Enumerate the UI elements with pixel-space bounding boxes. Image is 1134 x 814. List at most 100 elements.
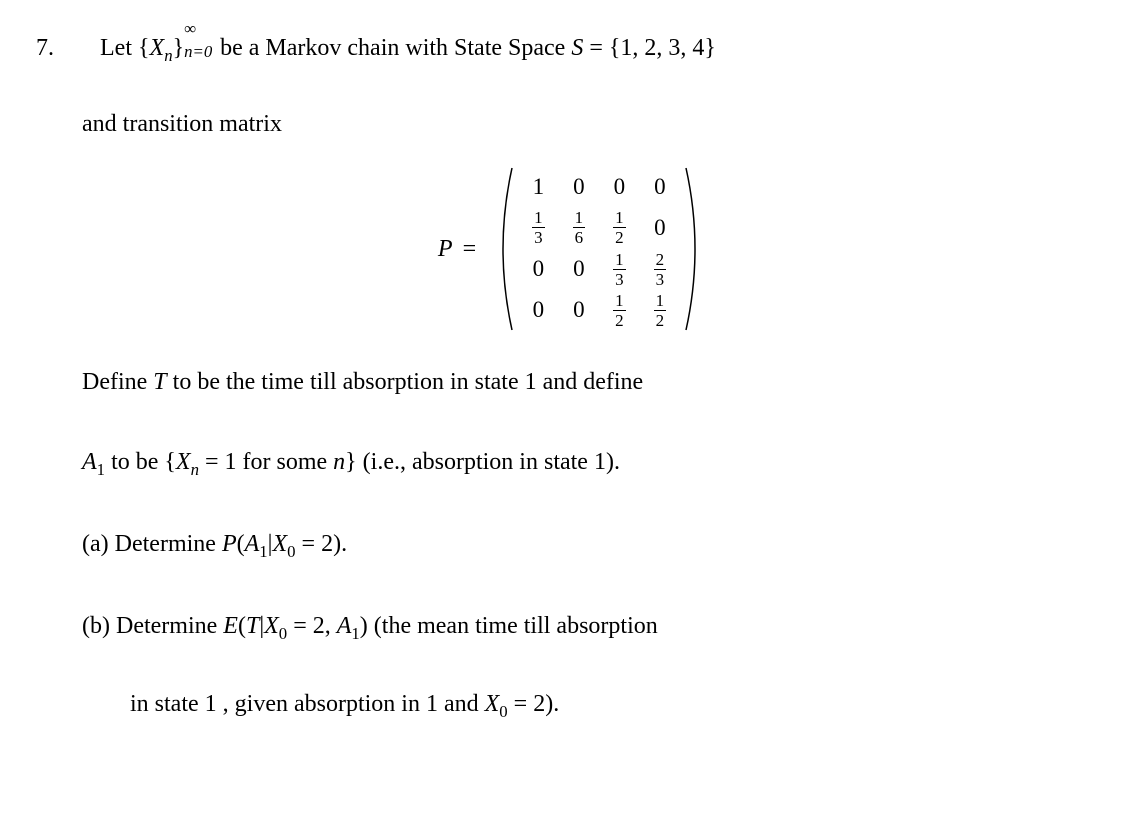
define-t-line: Define T to be the time till absorption … — [82, 364, 1098, 400]
fraction-denominator: 2 — [613, 310, 626, 329]
fraction-denominator: 6 — [573, 227, 586, 246]
pb-tail: (the mean time till absorption — [368, 613, 658, 639]
part-b-line2: in state 1 , given absorption in 1 and X… — [130, 686, 1098, 724]
matrix-cell: 0 — [640, 207, 681, 248]
fraction-denominator: 2 — [613, 227, 626, 246]
pb-l2a: in state 1 , given absorption in 1 and — [130, 691, 485, 717]
matrix-block: P = 10001316120001323001212 — [48, 164, 1098, 334]
pa-sub1: 1 — [259, 542, 267, 561]
fraction: 23 — [654, 251, 667, 288]
fraction-denominator: 3 — [613, 269, 626, 288]
a1-rest1: = 1 for some — [199, 449, 333, 475]
fraction-numerator: 1 — [532, 209, 545, 227]
matrix-cell: 0 — [559, 167, 600, 207]
pb-close: ) — [360, 613, 368, 639]
matrix-cell: 12 — [599, 207, 640, 248]
rbrace: } — [173, 35, 185, 61]
intro-line-1: Let {Xn}∞n=0 be a Markov chain with Stat… — [100, 30, 1098, 68]
intro-prefix: Let — [100, 35, 138, 61]
intro-mid1: be a Markov chain with State Space — [214, 35, 571, 61]
matrix-cell: 16 — [559, 207, 600, 248]
fraction-denominator: 3 — [654, 269, 667, 288]
part-a-label: (a) — [82, 531, 115, 557]
fraction-denominator: 3 — [532, 227, 545, 246]
matrix-cell: 1 — [518, 167, 559, 207]
a1-a: A — [82, 449, 97, 475]
def-t-rest: to be the time till absorption in state … — [167, 369, 644, 395]
a1-mid: to be { — [105, 449, 176, 475]
matrix-label: P — [438, 231, 453, 267]
part-a: (a) Determine P(A1|X0 = 2). — [82, 526, 1098, 564]
matrix-row: 001323 — [518, 248, 680, 289]
a1-subn: n — [191, 460, 199, 479]
chain-sub: n — [164, 46, 172, 65]
seq-limits: ∞n=0 — [184, 31, 214, 55]
matrix-cell: 23 — [640, 248, 681, 289]
part-b-text1: Determine — [116, 613, 223, 639]
matrix-cell: 0 — [640, 167, 681, 207]
matrix-row: 1316120 — [518, 207, 680, 248]
def-t-var: T — [153, 369, 166, 395]
fraction-numerator: 2 — [654, 251, 667, 269]
part-b-label: (b) — [82, 613, 116, 639]
pb-sub1: 1 — [351, 624, 359, 643]
left-paren-icon — [490, 164, 518, 334]
seq-sup: ∞ — [184, 16, 196, 41]
part-a-text1: Determine — [115, 531, 222, 557]
fraction-denominator: 2 — [654, 310, 667, 329]
matrix-cell: 0 — [518, 248, 559, 289]
fraction-numerator: 1 — [613, 209, 626, 227]
matrix-cell: 0 — [518, 290, 559, 331]
pb-sub0: 0 — [279, 624, 287, 643]
pa-p: P — [222, 531, 237, 557]
pa-x: X — [272, 531, 287, 557]
pa-open: ( — [237, 531, 245, 557]
a1-sub: 1 — [97, 460, 105, 479]
fraction: 12 — [654, 292, 667, 329]
pa-eq2: = 2). — [296, 531, 348, 557]
pb-t: T — [246, 613, 259, 639]
intro-set: {1, 2, 3, 4} — [609, 35, 716, 61]
matrix-cell: 12 — [640, 290, 681, 331]
fraction: 13 — [613, 251, 626, 288]
matrix-cell: 12 — [599, 290, 640, 331]
seq-sub: n=0 — [184, 39, 212, 64]
fraction-numerator: 1 — [613, 292, 626, 310]
problem-container: 7. Let {Xn}∞n=0 be a Markov chain with S… — [36, 30, 1098, 724]
chain-var: X — [150, 35, 165, 61]
pb-a: A — [337, 613, 352, 639]
matrix-eq: = — [463, 231, 477, 267]
pb-sub02: 0 — [499, 702, 507, 721]
matrix-cell: 0 — [559, 248, 600, 289]
fraction: 16 — [573, 209, 586, 246]
a1-x: X — [176, 449, 191, 475]
pa-a: A — [245, 531, 260, 557]
lbrace: { — [138, 35, 150, 61]
define-a1-line: A1 to be {Xn = 1 for some n} (i.e., abso… — [82, 444, 1098, 482]
def-t-prefix: Define — [82, 369, 153, 395]
right-paren-icon — [680, 164, 708, 334]
fraction: 12 — [613, 209, 626, 246]
pb-x2: X — [485, 691, 500, 717]
pb-end: = 2). — [508, 691, 560, 717]
problem-body: Let {Xn}∞n=0 be a Markov chain with Stat… — [100, 30, 1098, 724]
pb-x: X — [264, 613, 279, 639]
fraction-numerator: 1 — [613, 251, 626, 269]
fraction: 12 — [613, 292, 626, 329]
space-var: S — [571, 35, 583, 61]
matrix-cell: 0 — [599, 167, 640, 207]
matrix-cell: 13 — [599, 248, 640, 289]
pb-open: ( — [238, 613, 246, 639]
part-b-line1: (b) Determine E(T|X0 = 2, A1) (the mean … — [82, 608, 1098, 646]
fraction-numerator: 1 — [573, 209, 586, 227]
a1-rest2: } (i.e., absorption in state 1). — [345, 449, 620, 475]
matrix-row: 001212 — [518, 290, 680, 331]
pb-e: E — [223, 613, 238, 639]
pa-sub0: 0 — [287, 542, 295, 561]
fraction-numerator: 1 — [654, 292, 667, 310]
intro-line-2: and transition matrix — [82, 106, 1098, 142]
matrix-row: 1000 — [518, 167, 680, 207]
fraction: 13 — [532, 209, 545, 246]
intro-eq: = — [583, 35, 609, 61]
transition-matrix: 10001316120001323001212 — [518, 167, 680, 331]
